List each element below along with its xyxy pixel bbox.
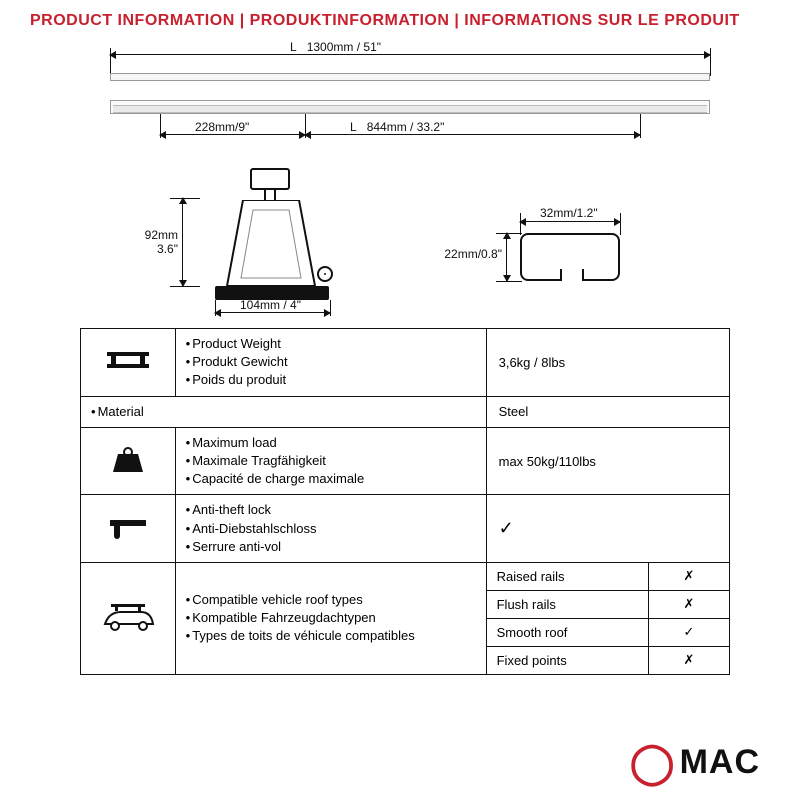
compat-val-0: ✗ <box>648 562 729 590</box>
label-compat: Compatible vehicle roof types Kompatible… <box>175 562 486 674</box>
compat-opt-0: Raised rails <box>486 562 648 590</box>
label-weight: Product Weight Produkt Gewicht Poids du … <box>175 329 486 397</box>
dim-line-foot-w <box>215 312 330 313</box>
compat-val-1: ✗ <box>648 590 729 618</box>
crossbar-top <box>110 73 710 81</box>
label-lock: Anti-theft lock Anti-Diebstahlschloss Se… <box>175 495 486 563</box>
car-icon <box>81 562 176 674</box>
dim-line-foot-h <box>182 198 183 286</box>
dim-line-overall <box>110 54 710 55</box>
value-material: Steel <box>486 396 729 427</box>
dim-seg-b: L 844mm / 33.2" <box>350 120 444 134</box>
bar-profile: 32mm/1.2" 22mm/0.8" <box>490 203 660 313</box>
dim-foot-width: 104mm / 4" <box>240 298 301 312</box>
dim-overall-L: L 1300mm / 51" <box>290 40 381 54</box>
dim-overall-text: 1300mm / 51" <box>307 40 381 54</box>
dim-line-seg-a <box>160 134 305 135</box>
table-row: Product Weight Produkt Gewicht Poids du … <box>81 329 730 397</box>
lock-icon <box>81 495 176 563</box>
spec-table: Product Weight Produkt Gewicht Poids du … <box>80 328 730 675</box>
dim-seg-a: 228mm/9" <box>195 120 249 134</box>
bars-icon <box>81 329 176 397</box>
weight-icon <box>81 427 176 495</box>
technical-diagram: L 1300mm / 51" 228mm/9" L 844mm / 33.2" … <box>30 38 770 318</box>
dim-profile-w: 32mm/1.2" <box>540 206 598 220</box>
value-weight: 3,6kg / 8lbs <box>486 329 729 397</box>
dim-foot-height: 92mm3.6" <box>142 228 178 257</box>
compat-val-2: ✓ <box>648 618 729 646</box>
compat-opt-3: Fixed points <box>486 646 648 674</box>
page-title: PRODUCT INFORMATION | PRODUKTINFORMATION… <box>0 0 800 38</box>
table-row: Anti-theft lock Anti-Diebstahlschloss Se… <box>81 495 730 563</box>
mounting-foot <box>195 168 355 318</box>
value-lock: ✓ <box>486 495 729 563</box>
label-material: Material <box>81 396 487 427</box>
table-row: Compatible vehicle roof types Kompatible… <box>81 562 730 590</box>
label-maxload: Maximum load Maximale Tragfähigkeit Capa… <box>175 427 486 495</box>
table-row: Material Steel <box>81 396 730 427</box>
compat-opt-2: Smooth roof <box>486 618 648 646</box>
table-row: Maximum load Maximale Tragfähigkeit Capa… <box>81 427 730 495</box>
crossbar-bottom <box>110 100 710 114</box>
compat-val-3: ✗ <box>648 646 729 674</box>
dim-line-seg-b <box>305 134 640 135</box>
compat-opt-1: Flush rails <box>486 590 648 618</box>
dim-profile-h: 22mm/0.8" <box>440 247 502 261</box>
brand-logo: ◯MAC <box>630 743 760 782</box>
lock-cylinder <box>317 266 333 282</box>
value-maxload: max 50kg/110lbs <box>486 427 729 495</box>
